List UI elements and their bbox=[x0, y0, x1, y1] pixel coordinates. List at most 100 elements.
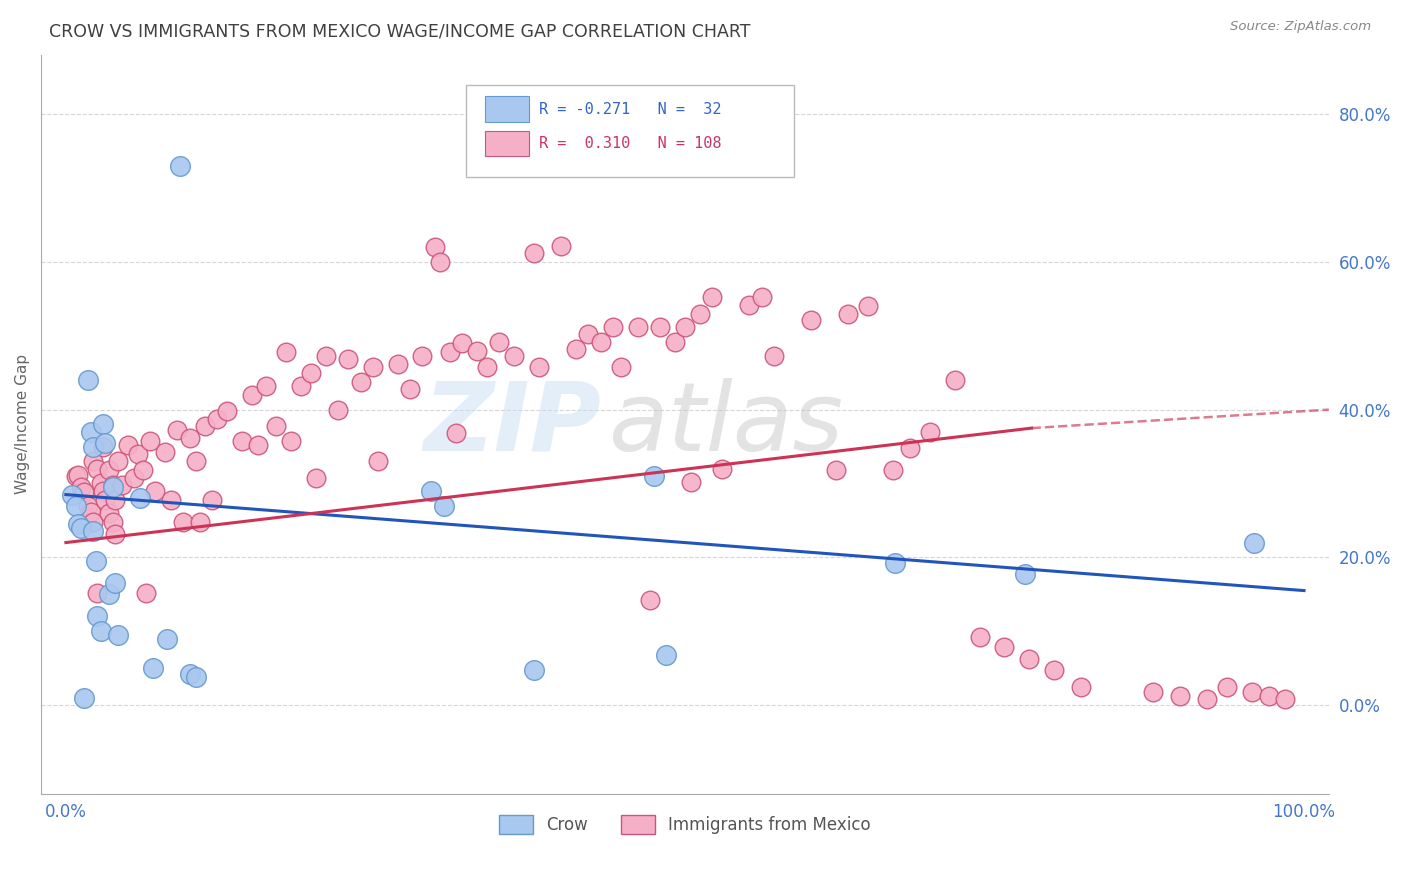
Point bbox=[101, 515, 124, 529]
Point bbox=[640, 593, 662, 607]
Point bbox=[94, 492, 117, 507]
Point bbox=[77, 499, 100, 513]
Point bbox=[856, 299, 879, 313]
Point bbox=[141, 661, 163, 675]
Point bbox=[139, 434, 162, 448]
Point bbox=[993, 640, 1015, 655]
Point bbox=[280, 434, 302, 448]
Point bbox=[110, 478, 132, 492]
Point bbox=[627, 320, 650, 334]
Point bbox=[550, 238, 572, 252]
Point bbox=[101, 478, 124, 492]
Text: R = -0.271   N =  32: R = -0.271 N = 32 bbox=[540, 102, 721, 117]
Point bbox=[609, 359, 631, 374]
Point bbox=[429, 255, 451, 269]
Point bbox=[884, 556, 907, 570]
Point bbox=[969, 630, 991, 644]
Point bbox=[67, 467, 90, 482]
Point bbox=[179, 431, 201, 445]
Text: R =  0.310   N = 108: R = 0.310 N = 108 bbox=[540, 136, 721, 152]
Point bbox=[184, 454, 207, 468]
Point bbox=[576, 327, 599, 342]
Point bbox=[135, 586, 157, 600]
Point bbox=[79, 425, 101, 439]
Point bbox=[86, 586, 108, 600]
Point bbox=[160, 492, 183, 507]
FancyBboxPatch shape bbox=[465, 85, 794, 177]
Point bbox=[673, 320, 696, 334]
Text: Source: ZipAtlas.com: Source: ZipAtlas.com bbox=[1230, 20, 1371, 33]
Point bbox=[193, 418, 215, 433]
Point bbox=[127, 447, 149, 461]
Point bbox=[650, 320, 672, 334]
Point bbox=[98, 587, 121, 601]
Point bbox=[169, 159, 191, 173]
Point bbox=[166, 423, 188, 437]
Point bbox=[143, 483, 166, 498]
Point bbox=[1197, 692, 1219, 706]
Point bbox=[920, 425, 942, 439]
Point bbox=[215, 404, 238, 418]
Point bbox=[1274, 692, 1296, 706]
Point bbox=[503, 350, 526, 364]
Point bbox=[266, 418, 288, 433]
Point bbox=[1168, 689, 1191, 703]
Point bbox=[837, 307, 859, 321]
FancyBboxPatch shape bbox=[485, 96, 529, 121]
FancyBboxPatch shape bbox=[485, 131, 529, 156]
Point bbox=[84, 554, 107, 568]
Text: ZIP: ZIP bbox=[423, 378, 602, 471]
Text: atlas: atlas bbox=[607, 378, 842, 471]
Point bbox=[276, 345, 298, 359]
Point bbox=[1018, 652, 1040, 666]
Point bbox=[337, 352, 360, 367]
Point bbox=[101, 480, 124, 494]
Point bbox=[91, 440, 114, 454]
Point bbox=[349, 375, 371, 389]
Point bbox=[411, 350, 433, 364]
Point bbox=[664, 334, 686, 349]
Point bbox=[98, 463, 121, 477]
Point bbox=[367, 454, 389, 468]
Point bbox=[1142, 685, 1164, 699]
Point bbox=[79, 504, 101, 518]
Point bbox=[898, 441, 921, 455]
Point bbox=[1043, 663, 1066, 677]
Point bbox=[602, 320, 624, 334]
Point bbox=[104, 526, 127, 541]
Point bbox=[90, 624, 112, 639]
Point bbox=[82, 440, 104, 454]
Point bbox=[104, 492, 127, 507]
Point bbox=[523, 663, 546, 677]
Point bbox=[763, 350, 786, 364]
Point bbox=[65, 469, 87, 483]
Point bbox=[91, 417, 114, 432]
Point bbox=[1243, 535, 1265, 549]
Point bbox=[107, 454, 129, 468]
Point bbox=[82, 515, 104, 529]
Point bbox=[131, 463, 153, 477]
Y-axis label: Wage/Income Gap: Wage/Income Gap bbox=[15, 354, 30, 494]
Point bbox=[90, 476, 112, 491]
Point bbox=[702, 290, 724, 304]
Point bbox=[305, 470, 328, 484]
Point bbox=[240, 388, 263, 402]
Point bbox=[439, 345, 461, 359]
Point bbox=[117, 438, 139, 452]
Point bbox=[77, 373, 100, 387]
Point bbox=[129, 491, 152, 506]
Point bbox=[156, 632, 179, 646]
Point bbox=[246, 438, 269, 452]
Point bbox=[751, 290, 773, 304]
Point bbox=[738, 298, 761, 312]
Point bbox=[882, 463, 904, 477]
Legend: Crow, Immigrants from Mexico: Crow, Immigrants from Mexico bbox=[492, 808, 877, 841]
Point bbox=[711, 461, 734, 475]
Point bbox=[67, 517, 90, 532]
Point bbox=[299, 366, 322, 380]
Point bbox=[420, 483, 443, 498]
Point bbox=[681, 475, 703, 489]
Point bbox=[60, 487, 83, 501]
Point bbox=[104, 576, 127, 591]
Point bbox=[107, 628, 129, 642]
